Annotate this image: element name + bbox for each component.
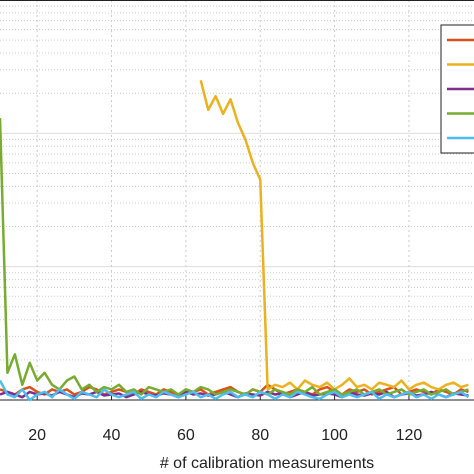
x-axis-label: # of calibration measurements — [160, 455, 374, 472]
x-tick-label: 60 — [177, 427, 195, 444]
x-tick-label: 40 — [103, 427, 121, 444]
x-tick-label: 20 — [28, 427, 46, 444]
line-series — [0, 379, 470, 402]
x-tick-label: 120 — [396, 427, 423, 444]
x-tick-label: 80 — [251, 427, 269, 444]
line-series — [0, 118, 469, 396]
x-tick-label: 100 — [321, 427, 348, 444]
